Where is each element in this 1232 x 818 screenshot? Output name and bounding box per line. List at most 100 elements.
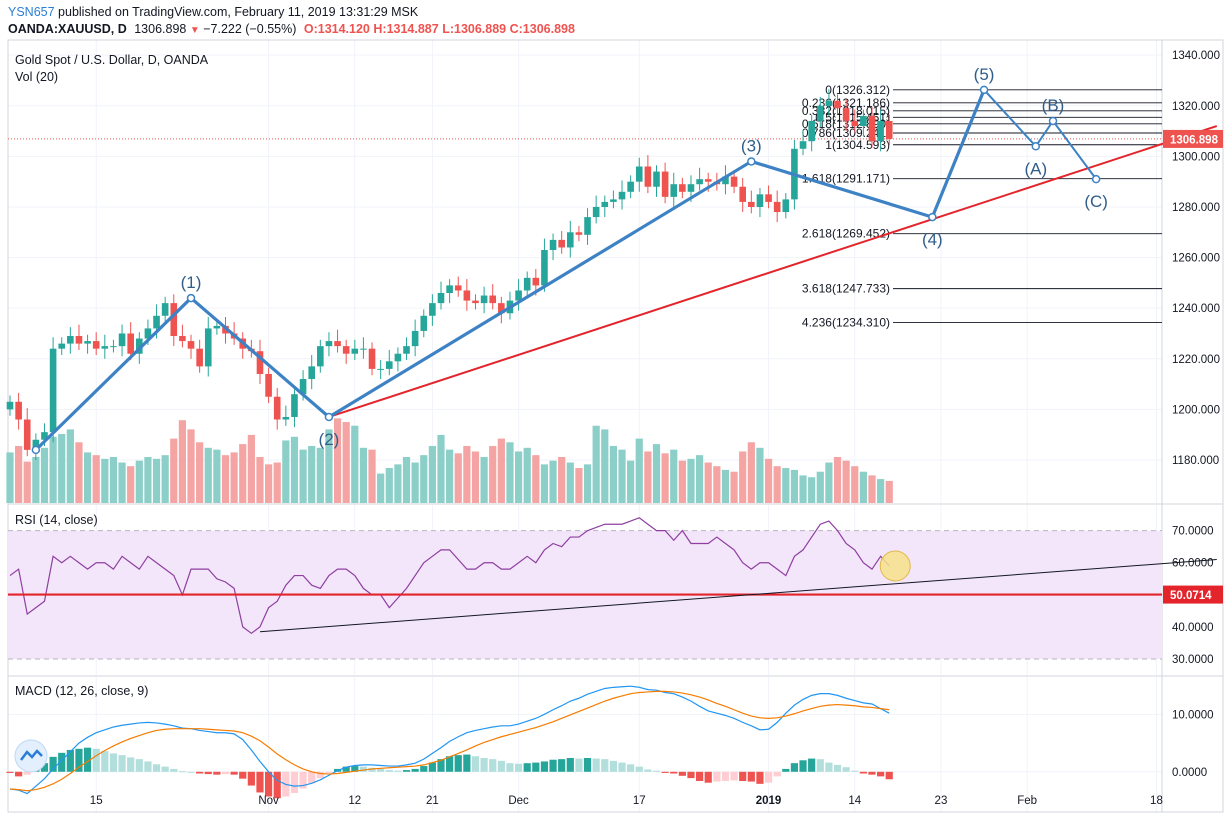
volume-bar xyxy=(583,464,592,503)
candle xyxy=(463,290,471,301)
candle xyxy=(170,303,178,337)
wave-point-marker xyxy=(324,412,334,422)
low-value: L:1306.889 xyxy=(442,22,507,36)
macd-histogram-bar xyxy=(325,771,333,773)
volume-bar xyxy=(575,468,583,503)
price-axis-tick: 1280.000 xyxy=(1172,202,1220,214)
candle xyxy=(317,346,324,367)
time-axis-tick: 2019 xyxy=(756,795,782,807)
macd-histogram-bar xyxy=(454,755,462,772)
macd-histogram-bar xyxy=(23,771,31,775)
volume-bar xyxy=(514,451,523,503)
volume-bar xyxy=(540,464,549,503)
candle xyxy=(41,432,48,440)
candle xyxy=(179,336,186,342)
macd-histogram-bar xyxy=(721,771,730,781)
candle xyxy=(541,249,548,286)
macd-histogram-bar xyxy=(342,766,350,772)
volume-bar xyxy=(739,451,747,503)
volume-bar xyxy=(83,452,92,503)
candle xyxy=(196,348,203,367)
fib-level-label: 3.618(1247.733) xyxy=(802,282,890,296)
down-arrow-icon: ▼ xyxy=(189,25,200,36)
macd-histogram-bar xyxy=(549,759,557,772)
candle xyxy=(136,338,143,354)
rsi-level-tag xyxy=(1163,585,1223,604)
volume-bar xyxy=(109,457,118,503)
macd-histogram-bar xyxy=(135,759,143,772)
time-axis-tick: 18 xyxy=(1150,795,1163,807)
candle xyxy=(213,325,221,329)
volume-bar xyxy=(368,449,376,503)
wave-label: (1) xyxy=(181,273,202,292)
macd-histogram-bar xyxy=(411,768,419,772)
candle xyxy=(851,120,859,127)
candle xyxy=(144,328,152,339)
macd-histogram-bar xyxy=(402,770,411,772)
candle xyxy=(618,191,626,200)
wave-point-marker xyxy=(186,293,196,303)
candle xyxy=(6,401,14,410)
macd-histogram-bar xyxy=(420,766,428,772)
volume-bar xyxy=(342,422,350,503)
volume-bar xyxy=(523,447,531,503)
volume-bar xyxy=(825,462,833,503)
wave-drawings[interactable]: (1) (2) (3) (4) (5) (A) (B) (C) xyxy=(31,65,1218,455)
volume-bar xyxy=(402,457,411,503)
macd-pane xyxy=(6,685,893,799)
wave-label: (5) xyxy=(974,65,995,84)
candle xyxy=(748,201,755,207)
wave-point-marker xyxy=(1048,116,1058,126)
macd-histogram-bar xyxy=(773,771,781,777)
wave-label: (2) xyxy=(319,430,340,449)
candle xyxy=(161,303,169,316)
volume-bar xyxy=(40,447,49,503)
volume-bar xyxy=(265,464,273,503)
price-axis-tick: 1180.000 xyxy=(1172,455,1219,467)
fibonacci-levels[interactable]: 0(1326.312)0.236(1321.186)0.382(1318.015… xyxy=(8,83,1162,330)
candle xyxy=(868,115,876,142)
macd-histogram-bar xyxy=(109,753,118,772)
tradingview-logo[interactable] xyxy=(14,739,48,773)
candle xyxy=(342,346,350,354)
candle xyxy=(722,176,729,185)
macd-histogram-bar xyxy=(558,759,566,772)
macd-histogram-bar xyxy=(635,766,643,772)
volume-bar xyxy=(704,462,712,503)
fib-level-label: 0.786(1309.241) xyxy=(802,126,890,140)
macd-histogram-bar xyxy=(247,771,255,786)
candle xyxy=(273,396,281,420)
symbol-name: OANDA:XAUUSD, D xyxy=(8,22,127,36)
candle xyxy=(687,184,695,192)
candle xyxy=(84,341,91,344)
fib-level-label: 1(1304.593) xyxy=(825,138,890,152)
rsi-trendline xyxy=(259,559,1217,633)
wave-label: (A) xyxy=(1024,159,1047,178)
volume-bar xyxy=(187,429,195,503)
volume-bar xyxy=(661,453,669,503)
candle xyxy=(360,348,367,350)
candle xyxy=(58,343,66,349)
macd-histogram-bar xyxy=(152,764,161,772)
candle xyxy=(730,176,738,187)
candle xyxy=(670,184,678,197)
volume-bar xyxy=(333,418,342,503)
corrective-wave-line xyxy=(983,89,1097,180)
volume-bar xyxy=(566,462,574,503)
wave-point-marker xyxy=(979,85,989,95)
macd-histogram-bar xyxy=(170,768,178,772)
candle xyxy=(187,341,195,349)
macd-histogram-bar xyxy=(816,759,824,772)
candle xyxy=(437,293,445,304)
macd-histogram-bar xyxy=(230,771,238,775)
time-axis-tick: Feb xyxy=(1017,795,1037,807)
macd-histogram-bar xyxy=(601,759,609,772)
macd-histogram-bar xyxy=(506,763,514,772)
candle xyxy=(153,315,160,329)
candle xyxy=(15,401,22,420)
author-link[interactable]: YSN657 xyxy=(8,5,55,19)
macd-histogram-bar xyxy=(428,762,436,772)
macd-histogram-bar xyxy=(540,761,549,772)
wave-label: (C) xyxy=(1084,192,1108,211)
